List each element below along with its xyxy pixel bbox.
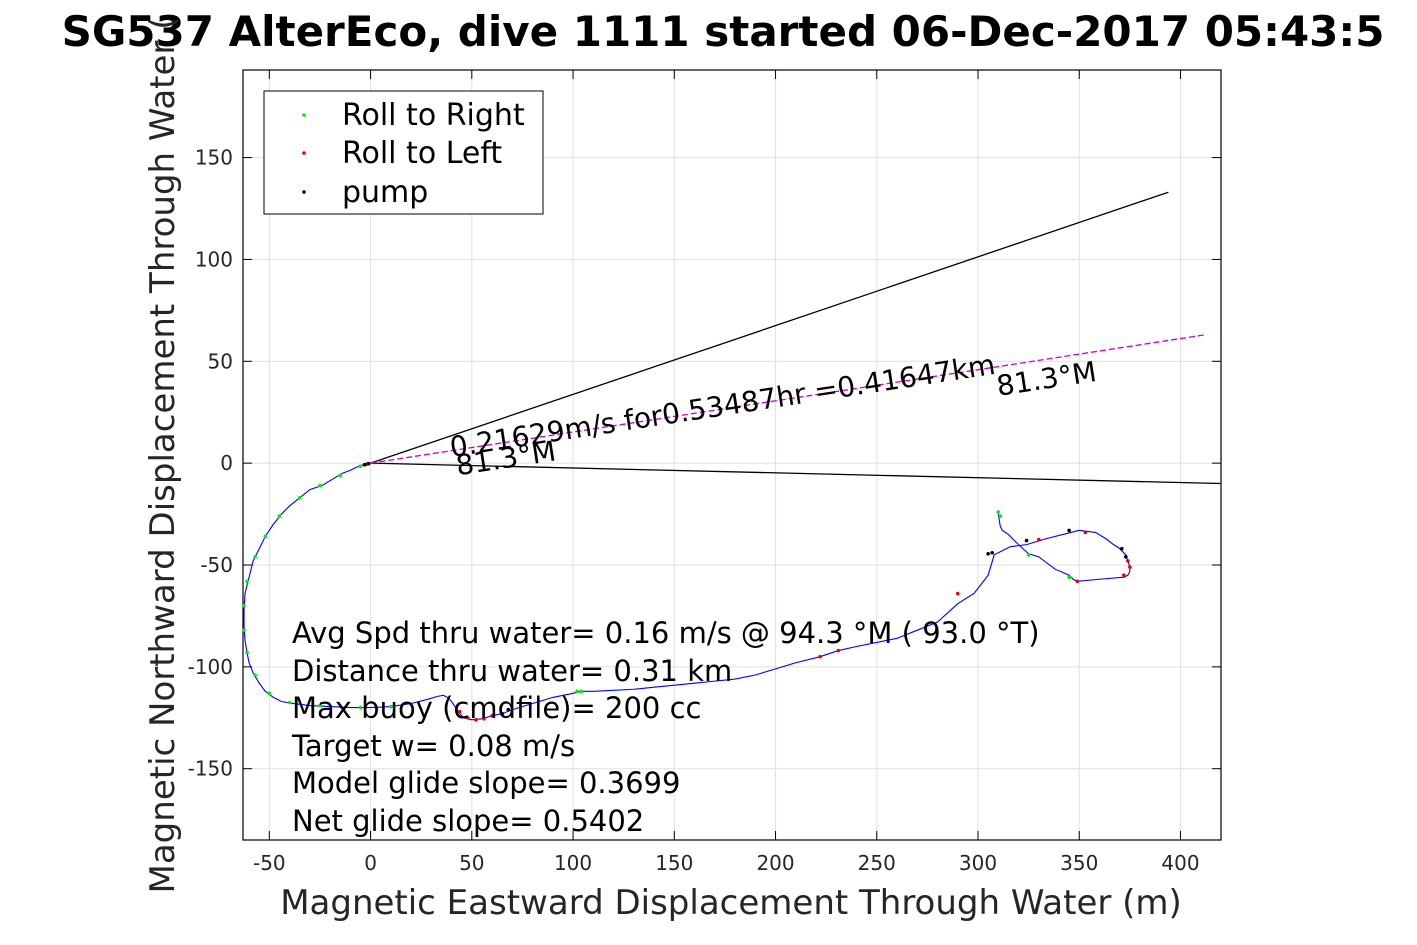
roll-right-marker [277, 514, 282, 518]
reference-line [370, 191, 1169, 464]
y-tick-label: -150 [188, 757, 233, 781]
roll-right-marker [318, 703, 322, 708]
legend-marker-pump [302, 190, 306, 194]
pump-marker [506, 707, 511, 712]
track-markers [242, 461, 1132, 722]
x-tick-label: 0 [364, 851, 377, 875]
roll-left-marker [1036, 537, 1041, 542]
stat-net-glide-slope: Net glide slope= 0.5402 [292, 804, 644, 838]
roll-right-marker [1026, 553, 1031, 557]
pump-marker [500, 711, 504, 716]
roll-left-marker [474, 718, 478, 722]
roll-right-marker [253, 555, 257, 559]
y-tick-label: -100 [188, 655, 233, 679]
x-axis-label: Magnetic Eastward Displacement Through W… [280, 883, 1182, 923]
legend-marker-roll-left [302, 151, 306, 155]
grid-lines [243, 70, 1221, 840]
pump-marker [1024, 538, 1029, 543]
y-tick-label: 150 [195, 146, 233, 170]
roll-right-marker [358, 464, 363, 469]
y-tick-label: 50 [208, 349, 233, 373]
legend: Roll to Right Roll to Left pump [263, 90, 544, 215]
roll-left-marker [1075, 579, 1080, 584]
roll-right-marker [253, 673, 257, 677]
pump-marker [366, 461, 371, 466]
x-tick-label: 250 [858, 851, 896, 875]
roll-left-marker [1122, 573, 1126, 577]
stat-target-w: Target w= 0.08 m/s [291, 729, 575, 763]
legend-label-pump: pump [342, 175, 428, 210]
x-tick-label: 400 [1161, 851, 1199, 875]
roll-left-marker [1083, 530, 1088, 535]
roll-left-marker [457, 709, 462, 714]
roll-right-marker [358, 705, 363, 710]
chart-annotation: 81.3°M [994, 355, 1098, 403]
y-tick-label: 100 [195, 247, 233, 271]
y-axis-label: Magnetic Northward Displacement Through … [143, 17, 183, 894]
roll-right-marker [575, 689, 579, 694]
roll-left-marker [1126, 559, 1130, 563]
x-tick-label: 150 [655, 851, 693, 875]
y-tick-label: 0 [220, 451, 233, 475]
roll-right-marker [242, 603, 246, 608]
stat-model-glide-slope: Model glide slope= 0.3699 [292, 766, 680, 800]
x-tick-label: 350 [1060, 851, 1098, 875]
roll-left-marker [818, 654, 822, 659]
plot-area [242, 69, 1222, 841]
roll-right-marker [998, 514, 1003, 518]
roll-left-marker [836, 648, 841, 653]
stats-block: Avg Spd thru water= 0.16 m/s @ 94.3 °M (… [291, 616, 1040, 838]
pump-marker [362, 462, 367, 467]
pump-marker [1067, 528, 1071, 533]
legend-label-roll-left: Roll to Left [342, 136, 502, 171]
chart-title: SG537 AlterEco, dive 1111 started 06-Dec… [62, 7, 1385, 56]
roll-right-marker [579, 689, 583, 694]
reference-lines [370, 191, 1222, 485]
x-tick-label: 50 [459, 851, 484, 875]
legend-label-roll-right: Roll to Right [342, 98, 525, 133]
pump-marker [1124, 555, 1128, 559]
roll-right-marker [263, 534, 268, 539]
stat-max-buoy: Max buoy (cmdfile)= 200 cc [292, 691, 701, 725]
y-tick-label: -50 [200, 553, 233, 577]
axis-ticks: -50 0 50 100 150 200 250 300 350 400 -150 -100 -50 0 5… [188, 70, 1221, 875]
roll-left-marker [490, 713, 494, 718]
x-tick-label: 300 [959, 851, 997, 875]
legend-box [263, 90, 544, 215]
roll-right-marker [267, 691, 272, 696]
roll-right-marker [242, 628, 246, 632]
roll-right-marker [389, 704, 393, 709]
roll-left-marker [1128, 565, 1132, 569]
legend-marker-roll-right [302, 113, 306, 117]
annotations: 0.21629m/s for0.53487hr =0.41647km81.3°M… [448, 348, 1099, 482]
roll-left-marker [482, 716, 486, 721]
roll-right-marker [338, 473, 342, 478]
roll-right-marker [318, 483, 322, 488]
roll-right-marker [996, 510, 1001, 514]
roll-left-marker [955, 591, 960, 596]
roll-right-marker [245, 650, 249, 655]
roll-right-marker [245, 579, 249, 584]
roll-right-marker [297, 495, 302, 500]
reference-line [370, 334, 1205, 464]
stat-distance: Distance thru water= 0.31 km [292, 654, 732, 688]
roll-right-marker [1067, 575, 1071, 580]
roll-left-marker [465, 715, 470, 720]
roll-right-marker [287, 700, 292, 705]
pump-marker [986, 551, 990, 556]
reference-line [370, 462, 1222, 485]
x-tick-label: 100 [554, 851, 592, 875]
x-tick-label: -50 [253, 851, 286, 875]
x-tick-label: 200 [756, 851, 794, 875]
pump-marker [990, 550, 994, 555]
pump-marker [1119, 546, 1124, 551]
stat-avg-speed: Avg Spd thru water= 0.16 m/s @ 94.3 °M (… [292, 616, 1040, 650]
